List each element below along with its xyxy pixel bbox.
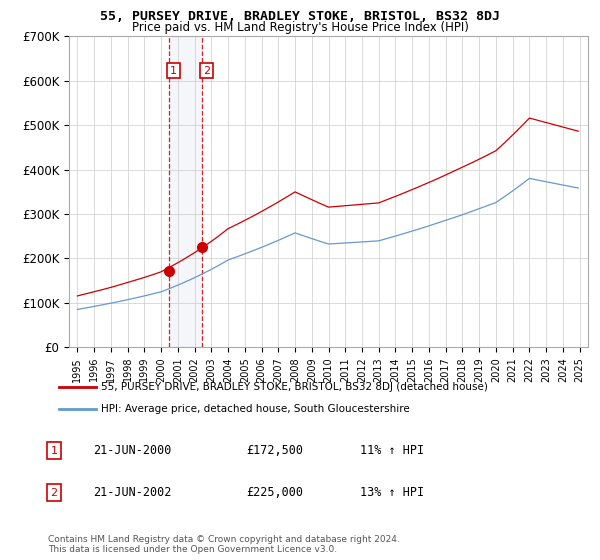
Text: Contains HM Land Registry data © Crown copyright and database right 2024.
This d: Contains HM Land Registry data © Crown c… xyxy=(48,535,400,554)
Bar xyxy=(169,36,202,347)
Text: 13% ↑ HPI: 13% ↑ HPI xyxy=(360,486,424,500)
Text: Price paid vs. HM Land Registry's House Price Index (HPI): Price paid vs. HM Land Registry's House … xyxy=(131,21,469,34)
Text: 2: 2 xyxy=(203,66,211,76)
Text: £225,000: £225,000 xyxy=(246,486,303,500)
Text: 21-JUN-2000: 21-JUN-2000 xyxy=(93,444,172,458)
Text: 1: 1 xyxy=(50,446,58,456)
Text: £172,500: £172,500 xyxy=(246,444,303,458)
Text: HPI: Average price, detached house, South Gloucestershire: HPI: Average price, detached house, Sout… xyxy=(101,404,410,414)
Text: 55, PURSEY DRIVE, BRADLEY STOKE, BRISTOL, BS32 8DJ: 55, PURSEY DRIVE, BRADLEY STOKE, BRISTOL… xyxy=(100,10,500,22)
Text: 55, PURSEY DRIVE, BRADLEY STOKE, BRISTOL, BS32 8DJ (detached house): 55, PURSEY DRIVE, BRADLEY STOKE, BRISTOL… xyxy=(101,381,488,391)
Text: 21-JUN-2002: 21-JUN-2002 xyxy=(93,486,172,500)
Text: 1: 1 xyxy=(170,66,177,76)
Text: 11% ↑ HPI: 11% ↑ HPI xyxy=(360,444,424,458)
Text: 2: 2 xyxy=(50,488,58,498)
